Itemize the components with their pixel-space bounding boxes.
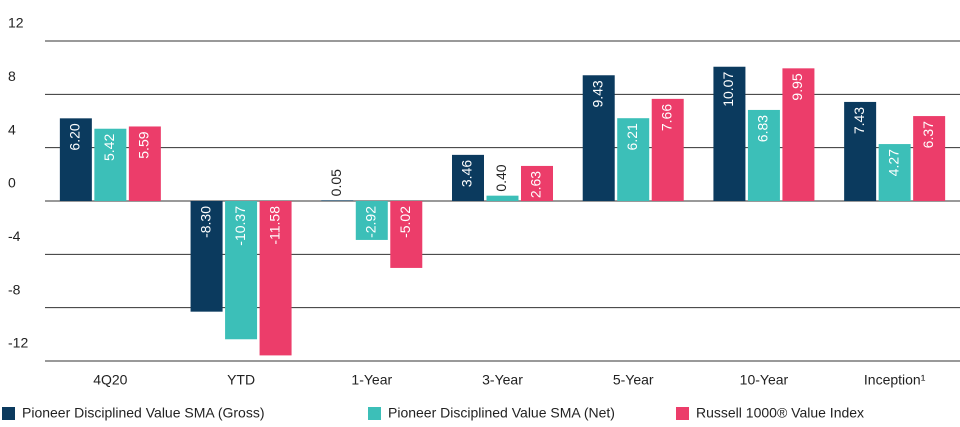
y-tick-label: -8 <box>8 281 21 297</box>
bar <box>321 200 354 201</box>
bar <box>225 201 258 340</box>
bar <box>59 118 92 201</box>
value-label: 5.59 <box>136 131 152 158</box>
bar <box>190 201 223 312</box>
value-label: 9.95 <box>789 73 805 100</box>
x-tick-label: YTD <box>227 372 255 388</box>
bar <box>521 165 553 201</box>
bar <box>747 109 780 201</box>
bar <box>878 144 911 201</box>
bar <box>651 98 684 201</box>
bar <box>486 195 519 201</box>
value-label: 6.20 <box>67 123 83 150</box>
value-label: 2.63 <box>528 171 544 198</box>
bar <box>582 75 615 201</box>
y-tick-label: -4 <box>8 228 21 244</box>
value-label: 4.27 <box>885 149 901 176</box>
value-label: -2.92 <box>362 206 378 238</box>
value-label: -8.30 <box>197 206 213 238</box>
y-tick-label: 8 <box>8 68 16 84</box>
bar <box>713 66 746 201</box>
bar <box>128 126 161 201</box>
bar <box>390 201 423 268</box>
bar <box>94 128 127 201</box>
value-label: 3.46 <box>459 160 475 187</box>
x-tick-label: 10-Year <box>740 372 789 388</box>
value-label: 5.42 <box>101 134 117 161</box>
value-label: 9.43 <box>589 80 605 107</box>
bar <box>452 154 484 201</box>
x-tick-label: 4Q20 <box>93 372 127 388</box>
bar <box>355 201 388 240</box>
bar <box>844 101 877 201</box>
legend-swatch <box>676 407 689 420</box>
y-tick-label: 12 <box>8 15 24 31</box>
x-tick-label: 1-Year <box>351 372 392 388</box>
value-label: -5.02 <box>397 206 413 238</box>
y-tick-label: 4 <box>8 121 16 137</box>
value-label: 6.83 <box>755 115 771 142</box>
legend-swatch <box>2 407 15 420</box>
value-label: 7.66 <box>658 104 674 131</box>
value-label: 6.37 <box>920 121 936 148</box>
bar <box>259 201 292 356</box>
bar <box>782 68 815 201</box>
value-label: 0.05 <box>328 169 344 196</box>
bar <box>617 118 650 201</box>
legend-swatch <box>368 407 381 420</box>
x-tick-label: 5-Year <box>613 372 654 388</box>
y-tick-label: -12 <box>8 335 28 351</box>
legend-label: Pioneer Disciplined Value SMA (Net) <box>388 405 615 421</box>
y-tick-label: 0 <box>8 175 16 191</box>
value-label: -11.58 <box>266 206 282 245</box>
value-label: 7.43 <box>851 107 867 134</box>
bar <box>913 116 946 201</box>
value-label: -10.37 <box>232 206 248 246</box>
x-tick-label: Inception¹ <box>864 372 926 388</box>
value-label: 0.40 <box>493 164 509 191</box>
value-label: 10.07 <box>720 72 736 107</box>
legend-label: Pioneer Disciplined Value SMA (Gross) <box>22 405 265 421</box>
x-tick-label: 3-Year <box>482 372 523 388</box>
legend-label: Russell 1000® Value Index <box>696 405 864 421</box>
value-label: 6.21 <box>624 123 640 150</box>
